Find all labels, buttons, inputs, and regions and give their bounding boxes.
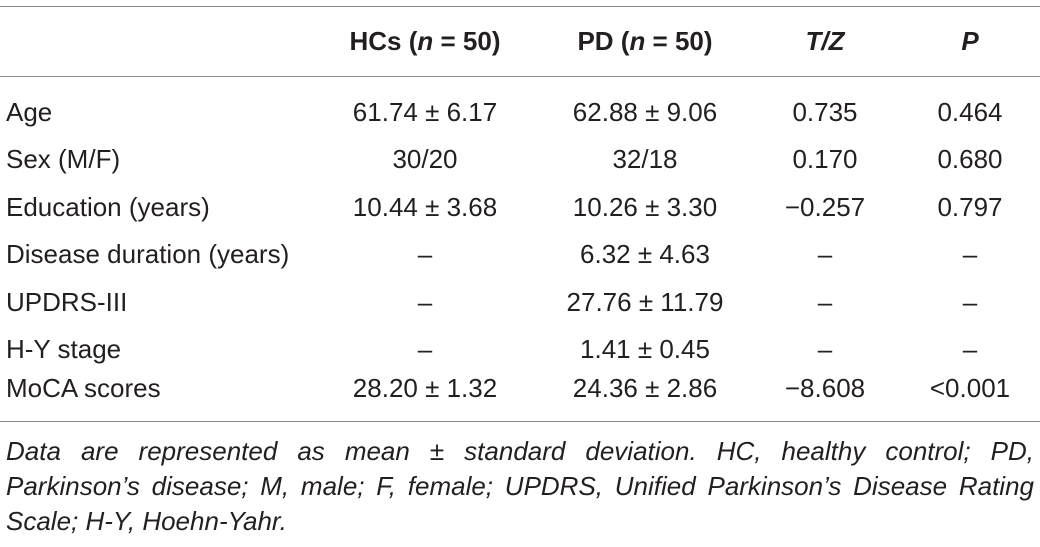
row-label-sex: Sex (M/F): [6, 144, 121, 174]
row-label-age: Age: [6, 97, 53, 127]
header-pd-suffix: = 50): [645, 26, 713, 56]
cell-tz-hy-stage: –: [817, 334, 833, 364]
header-pd-n: n: [629, 26, 646, 56]
cell-hc-disease-duration: –: [417, 239, 433, 269]
cell-tz-education: −0.257: [784, 192, 866, 222]
row-label-moca: MoCA scores: [6, 373, 161, 403]
header-p-text: P: [961, 26, 979, 56]
cell-hc-updrs: –: [417, 287, 433, 317]
cell-p-updrs: –: [962, 287, 978, 317]
row-label-hy-stage: H-Y stage: [6, 334, 122, 364]
header-pd: PD (n = 50): [540, 26, 750, 56]
cell-p-disease-duration: –: [962, 239, 978, 269]
cell-pd-age: 62.88 ± 9.06: [572, 97, 718, 127]
table-bottom-rule: [0, 421, 1040, 422]
table-header-rule: [0, 76, 1040, 77]
cell-p-age: 0.464: [937, 97, 1003, 127]
cell-pd-updrs: 27.76 ± 11.79: [566, 287, 724, 317]
header-tz: T/Z: [760, 26, 890, 56]
cell-p-moca: <0.001: [929, 373, 1011, 403]
cell-hc-moca: 28.20 ± 1.32: [352, 373, 498, 403]
cell-pd-education: 10.26 ± 3.30: [572, 192, 718, 222]
table-top-rule: [0, 6, 1040, 7]
cell-hc-age: 61.74 ± 6.17: [352, 97, 498, 127]
header-hcs-n: n: [417, 26, 434, 56]
row-label-updrs: UPDRS-III: [6, 287, 128, 317]
header-hcs-suffix: = 50): [433, 26, 501, 56]
header-hcs-prefix: HCs (: [349, 26, 418, 56]
cell-p-education: 0.797: [937, 192, 1003, 222]
header-p: P: [910, 26, 1030, 56]
header-hcs: HCs (n = 50): [320, 26, 530, 56]
cell-hc-sex: 30/20: [392, 144, 458, 174]
cell-pd-sex: 32/18: [612, 144, 678, 174]
header-tz-text: T/Z: [805, 26, 845, 56]
cell-hc-hy-stage: –: [417, 334, 433, 364]
cell-tz-age: 0.735: [792, 97, 858, 127]
table-footnote: Data are represented as mean ± standard …: [6, 436, 1034, 536]
cell-hc-education: 10.44 ± 3.68: [352, 192, 498, 222]
cell-p-sex: 0.680: [937, 144, 1003, 174]
cell-p-hy-stage: –: [962, 334, 978, 364]
cell-tz-updrs: –: [817, 287, 833, 317]
header-pd-prefix: PD (: [577, 26, 630, 56]
cell-tz-disease-duration: –: [817, 239, 833, 269]
cell-tz-moca: −8.608: [784, 373, 866, 403]
cell-pd-moca: 24.36 ± 2.86: [572, 373, 718, 403]
row-label-disease-duration: Disease duration (years): [6, 239, 290, 269]
cell-pd-hy-stage: 1.41 ± 0.45: [580, 334, 710, 364]
cell-pd-disease-duration: 6.32 ± 4.63: [580, 239, 710, 269]
row-label-education: Education (years): [6, 192, 210, 222]
cell-tz-sex: 0.170: [792, 144, 858, 174]
